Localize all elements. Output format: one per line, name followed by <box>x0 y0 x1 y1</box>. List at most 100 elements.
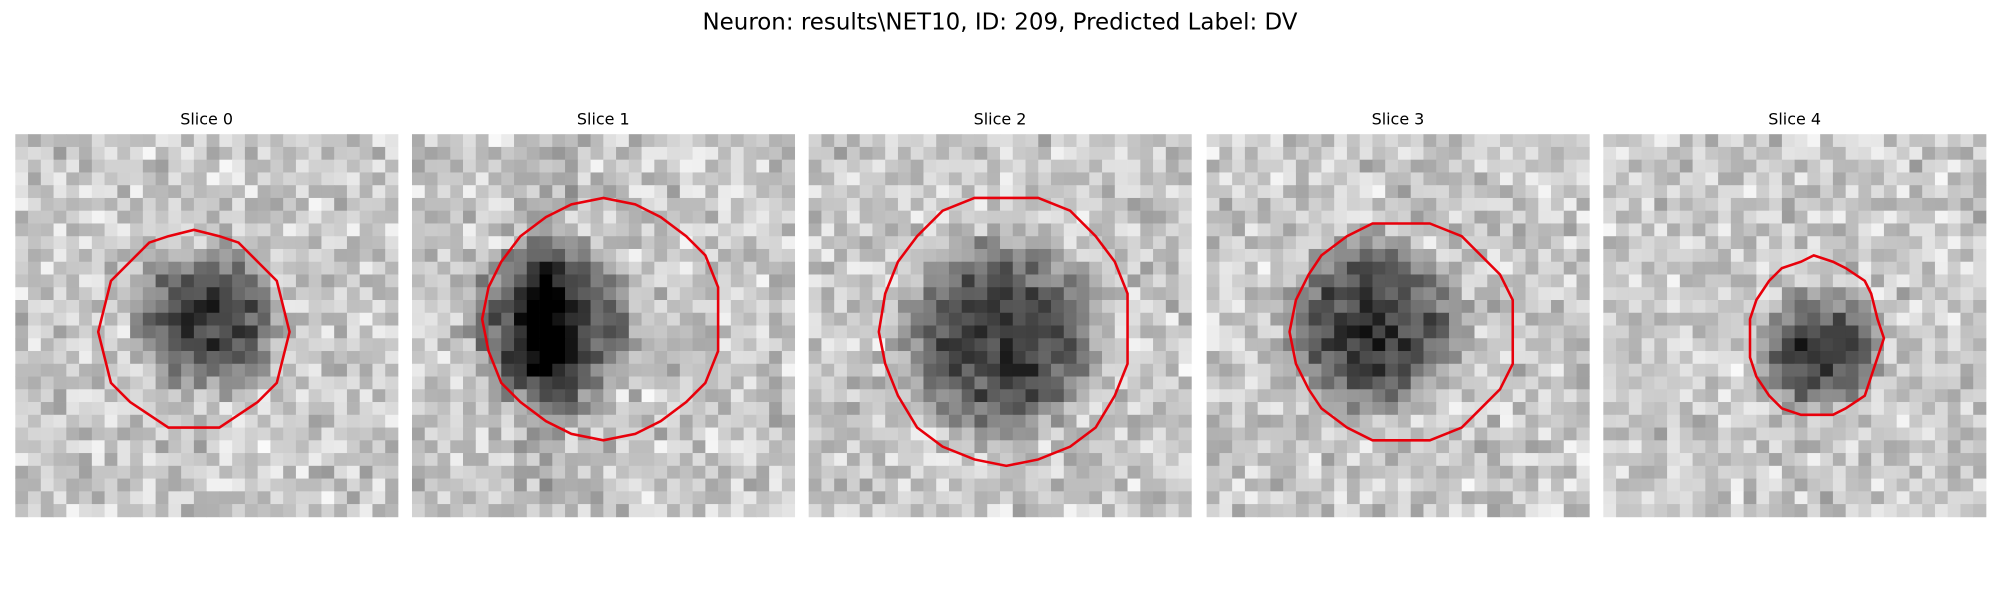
pixel <box>577 402 591 416</box>
pixel <box>692 223 706 237</box>
pixel <box>437 159 451 173</box>
pixel <box>475 414 489 428</box>
pixel <box>385 274 399 288</box>
pixel <box>1603 261 1617 275</box>
pixel <box>1858 351 1872 365</box>
pixel <box>667 465 681 479</box>
pixel <box>117 210 131 224</box>
pixel <box>1667 287 1681 301</box>
pixel <box>1270 287 1284 301</box>
pixel <box>1038 248 1052 263</box>
pixel <box>1423 504 1437 518</box>
pixel <box>385 210 399 224</box>
pixel <box>1654 478 1668 492</box>
pixel <box>1487 159 1501 173</box>
pixel <box>885 491 899 505</box>
pixel <box>897 236 912 250</box>
pixel <box>1500 414 1514 428</box>
pixel <box>1730 389 1745 403</box>
pixel <box>1051 491 1065 505</box>
pixel <box>1845 146 1859 161</box>
pixel <box>859 389 873 403</box>
pixel <box>1858 465 1872 479</box>
pixel <box>1551 274 1565 288</box>
pixel <box>1232 363 1246 377</box>
pixel <box>1102 312 1116 326</box>
pixel <box>821 248 835 263</box>
pixel <box>1397 210 1412 224</box>
pixel <box>1820 414 1834 428</box>
pixel <box>321 134 335 148</box>
pixel <box>821 223 835 237</box>
pixel <box>1820 465 1834 479</box>
pixel <box>808 325 822 339</box>
pixel <box>1563 172 1577 186</box>
pixel <box>641 261 655 275</box>
pixel <box>552 261 566 275</box>
pixel <box>1794 325 1808 339</box>
pixel <box>705 146 719 161</box>
pixel <box>91 504 105 518</box>
pixel <box>346 185 361 199</box>
pixel <box>283 223 297 237</box>
pixel <box>66 453 80 467</box>
pixel <box>385 376 399 390</box>
pixel <box>1140 376 1154 390</box>
pixel <box>1385 453 1399 467</box>
pixel <box>334 274 348 288</box>
pixel <box>679 376 693 390</box>
pixel <box>1730 504 1745 518</box>
pixel <box>1692 465 1706 479</box>
pixel <box>1487 210 1501 224</box>
pixel <box>130 236 144 250</box>
pixel <box>1769 287 1783 301</box>
pixel <box>1270 427 1284 441</box>
pixel <box>424 504 438 518</box>
pixel <box>1051 325 1065 339</box>
pixel <box>948 363 963 377</box>
pixel <box>808 351 822 365</box>
pixel <box>1922 402 1936 416</box>
pixel <box>168 210 182 224</box>
pixel <box>1206 363 1220 377</box>
pixel <box>590 363 604 377</box>
pixel <box>1500 274 1514 288</box>
pixel <box>1743 172 1757 186</box>
pixel <box>1909 427 1923 441</box>
pixel <box>616 159 630 173</box>
pixel <box>244 312 259 326</box>
pixel <box>1718 312 1732 326</box>
pixel <box>1909 351 1923 365</box>
pixel <box>641 465 655 479</box>
pixel <box>1244 325 1259 339</box>
pixel <box>295 236 310 250</box>
pixel <box>603 414 617 428</box>
pixel <box>1563 478 1577 492</box>
pixel <box>1385 504 1399 518</box>
pixel <box>1219 338 1233 352</box>
pixel <box>821 504 835 518</box>
pixel <box>1244 465 1259 479</box>
pixel <box>1076 300 1090 314</box>
pixel <box>1871 427 1885 441</box>
pixel <box>1730 453 1745 467</box>
pixel <box>1973 440 1987 454</box>
pixel <box>346 325 361 339</box>
pixel <box>1397 389 1412 403</box>
pixel <box>692 146 706 161</box>
pixel <box>321 465 335 479</box>
pixel <box>385 325 399 339</box>
pixel <box>1321 351 1335 365</box>
pixel <box>91 363 105 377</box>
pixel <box>897 159 912 173</box>
pixel <box>155 197 169 212</box>
pixel <box>679 338 693 352</box>
pixel <box>514 210 528 224</box>
pixel <box>437 402 451 416</box>
pixel <box>53 351 67 365</box>
pixel <box>372 363 386 377</box>
pixel <box>437 172 451 186</box>
pixel <box>1140 146 1154 161</box>
pixel <box>1769 414 1783 428</box>
pixel <box>244 427 259 441</box>
